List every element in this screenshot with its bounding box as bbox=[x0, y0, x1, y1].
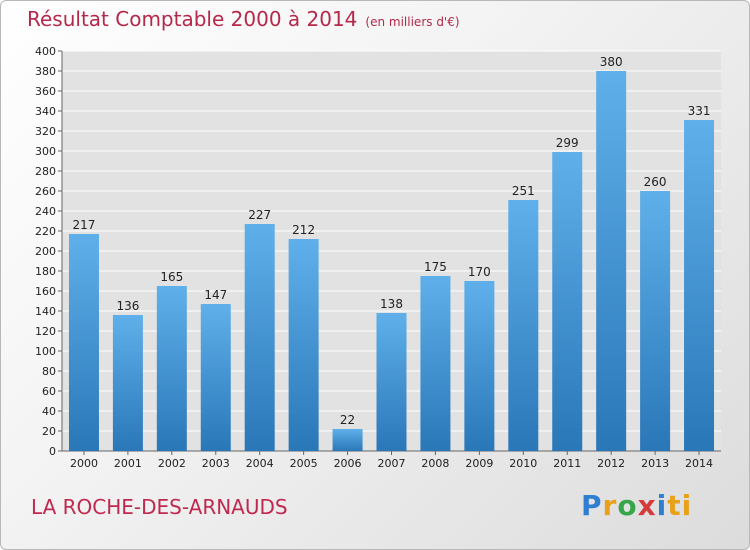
y-tick-label: 100 bbox=[35, 345, 56, 358]
x-tick-label: 2014 bbox=[685, 457, 713, 470]
logo-letter: r bbox=[602, 489, 618, 522]
bar-value-label: 217 bbox=[73, 218, 96, 232]
bar-2014 bbox=[684, 120, 715, 451]
bar-2004 bbox=[244, 224, 275, 451]
bar-2001 bbox=[112, 315, 143, 451]
bar-value-label: 331 bbox=[688, 104, 711, 118]
bar-2009 bbox=[464, 281, 495, 451]
x-tick-label: 2013 bbox=[641, 457, 669, 470]
y-tick-label: 320 bbox=[35, 125, 56, 138]
bar-2013 bbox=[640, 191, 671, 451]
y-tick-label: 340 bbox=[35, 105, 56, 118]
bar-value-label: 165 bbox=[160, 270, 183, 284]
x-tick-label: 2003 bbox=[202, 457, 230, 470]
bar-value-label: 251 bbox=[512, 184, 535, 198]
y-tick-label: 380 bbox=[35, 65, 56, 78]
bar-value-label: 147 bbox=[204, 288, 227, 302]
bar-value-label: 227 bbox=[248, 208, 271, 222]
bar-value-label: 138 bbox=[380, 297, 403, 311]
bar-value-label: 136 bbox=[116, 299, 139, 313]
x-tick-label: 2007 bbox=[378, 457, 406, 470]
y-tick-label: 280 bbox=[35, 165, 56, 178]
bar-2010 bbox=[508, 200, 539, 451]
y-tick-label: 140 bbox=[35, 305, 56, 318]
y-tick-label: 20 bbox=[42, 425, 56, 438]
bar-2002 bbox=[156, 286, 187, 451]
chart-title: Résultat Comptable 2000 à 2014 (en millie… bbox=[27, 7, 460, 31]
logo-letter: ti bbox=[667, 489, 693, 522]
bar-2011 bbox=[552, 152, 583, 451]
bar-value-label: 299 bbox=[556, 136, 579, 150]
bar-value-label: 260 bbox=[644, 175, 667, 189]
bar-value-label: 22 bbox=[340, 413, 355, 427]
x-tick-label: 2004 bbox=[246, 457, 274, 470]
logo-letter: P bbox=[581, 489, 603, 522]
bar-2007 bbox=[376, 313, 407, 451]
bar-value-label: 380 bbox=[600, 55, 623, 69]
chart-title-text: Résultat Comptable 2000 à 2014 bbox=[27, 7, 358, 31]
x-tick-label: 2002 bbox=[158, 457, 186, 470]
y-tick-label: 0 bbox=[49, 445, 56, 458]
bar-2003 bbox=[200, 304, 231, 451]
bar-value-label: 170 bbox=[468, 265, 491, 279]
y-tick-label: 240 bbox=[35, 205, 56, 218]
bar-2006 bbox=[332, 429, 363, 451]
logo-letter: o bbox=[617, 489, 638, 522]
x-tick-label: 2008 bbox=[421, 457, 449, 470]
bar-2005 bbox=[288, 239, 319, 451]
y-tick-label: 360 bbox=[35, 85, 56, 98]
y-tick-label: 400 bbox=[35, 45, 56, 58]
x-tick-label: 2006 bbox=[334, 457, 362, 470]
bar-2012 bbox=[596, 71, 627, 451]
bar-2000 bbox=[68, 234, 99, 451]
x-tick-label: 2001 bbox=[114, 457, 142, 470]
y-tick-label: 60 bbox=[42, 385, 56, 398]
x-tick-label: 2011 bbox=[553, 457, 581, 470]
y-tick-label: 220 bbox=[35, 225, 56, 238]
bar-2008 bbox=[420, 276, 451, 451]
place-name: LA ROCHE-DES-ARNAUDS bbox=[31, 495, 288, 519]
y-tick-label: 180 bbox=[35, 265, 56, 278]
logo-letter: i bbox=[656, 489, 668, 522]
y-tick-label: 40 bbox=[42, 405, 56, 418]
y-tick-label: 260 bbox=[35, 185, 56, 198]
x-tick-label: 2010 bbox=[509, 457, 537, 470]
y-tick-label: 200 bbox=[35, 245, 56, 258]
logo-letter: x bbox=[637, 489, 657, 522]
y-tick-label: 120 bbox=[35, 325, 56, 338]
bar-value-label: 175 bbox=[424, 260, 447, 274]
proxiti-logo: Proxiti bbox=[581, 489, 692, 522]
y-tick-label: 160 bbox=[35, 285, 56, 298]
x-tick-label: 2005 bbox=[290, 457, 318, 470]
x-tick-label: 2000 bbox=[70, 457, 98, 470]
y-tick-label: 80 bbox=[42, 365, 56, 378]
bar-value-label: 212 bbox=[292, 223, 315, 237]
x-tick-label: 2012 bbox=[597, 457, 625, 470]
y-tick-label: 300 bbox=[35, 145, 56, 158]
x-tick-label: 2009 bbox=[465, 457, 493, 470]
chart-subtitle: (en milliers d'€) bbox=[365, 15, 460, 29]
